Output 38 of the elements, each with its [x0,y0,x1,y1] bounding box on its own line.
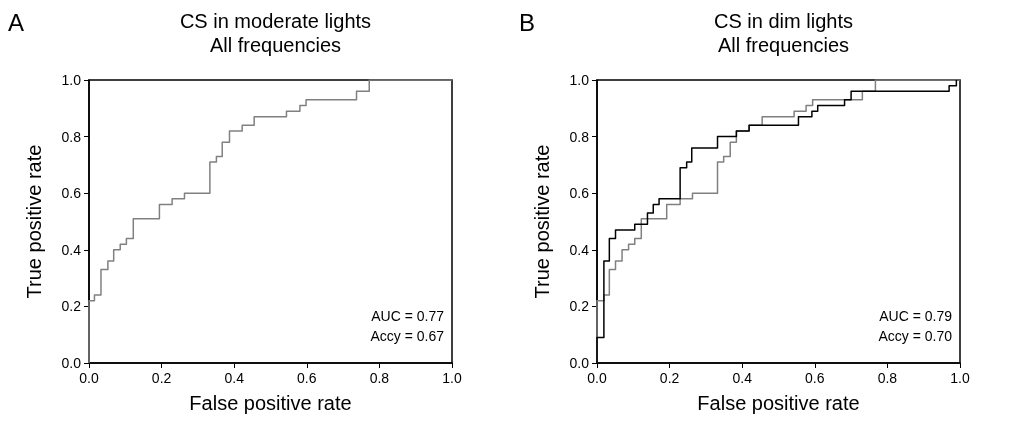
y-tick-label: 0.6 [569,185,590,202]
x-tick-label: 0.8 [877,370,898,386]
y-tick-label: 1.0 [569,72,590,88]
y-tick-label: 0.0 [61,355,82,371]
x-tick-label: 0.6 [805,370,825,386]
y-tick-label: 0.2 [61,298,82,315]
annotation: Accy = 0.67 [370,328,445,344]
y-tick-label: 0.8 [61,128,82,145]
x-tick-label: 0.0 [587,370,607,386]
x-tick-label: 0.4 [732,370,753,386]
y-tick-label: 0.8 [569,128,590,145]
x-tick-label: 1.0 [950,370,970,386]
x-tick-label: 0.2 [659,370,680,386]
y-tick-label: 1.0 [61,72,82,88]
x-tick-label: 0.8 [369,370,390,386]
x-axis-title: False positive rate [697,392,860,414]
chart-title: CS in moderate lights [179,10,372,32]
y-tick-label: 0.4 [569,241,590,258]
x-tick-label: 0.4 [224,370,245,386]
x-tick-label: 0.6 [297,370,317,386]
chart-subtitle: All frequencies [717,34,850,56]
y-tick-label: 0.2 [569,298,590,315]
text: A [8,8,25,36]
y-axis-title: True positive rate [23,144,45,299]
annotation: AUC = 0.77 [371,308,445,324]
annotation: Accy = 0.70 [878,328,953,344]
annotation: AUC = 0.79 [879,308,953,324]
x-axis-title: False positive rate [189,392,352,414]
chart-subtitle: All frequencies [209,34,342,56]
y-tick-label: 0.4 [61,241,82,258]
chart-title: CS in dim lights [714,10,853,32]
y-axis-title: True positive rate [531,144,553,299]
text: B [519,8,536,36]
x-tick-label: 0.0 [79,370,99,386]
y-tick-label: 0.6 [61,185,82,202]
x-tick-label: 1.0 [442,370,462,386]
x-tick-label: 0.2 [151,370,172,386]
y-tick-label: 0.0 [569,355,590,371]
